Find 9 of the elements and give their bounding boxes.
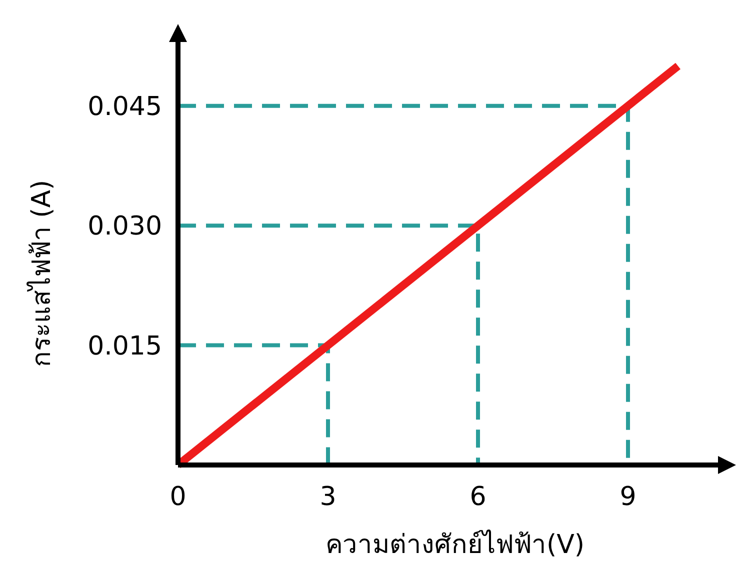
y-tick-label: 0.015	[88, 331, 162, 362]
x-tick-label: 3	[320, 482, 336, 512]
y-tick-label: 0.030	[88, 212, 162, 242]
x-axis-title: ความต่างศักย์ไฟฟ้า(V)	[325, 529, 585, 560]
x-tick-label: 9	[620, 482, 636, 512]
x-tick-label: 6	[470, 482, 486, 512]
y-tick-label: 0.045	[88, 92, 162, 122]
y-axis-title: กระแสไฟฟ้า (A)	[26, 180, 57, 368]
x-tick-label: 0	[170, 482, 186, 512]
